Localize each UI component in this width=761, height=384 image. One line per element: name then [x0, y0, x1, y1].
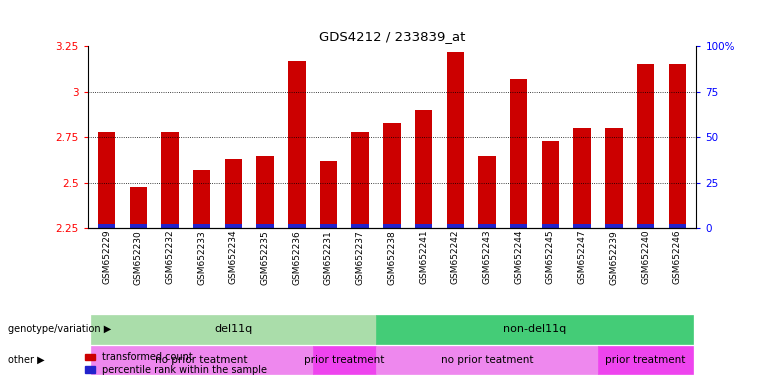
Bar	[510, 224, 527, 228]
Text: other ▶: other ▶	[8, 355, 44, 365]
Bar	[256, 224, 274, 228]
Bar	[637, 64, 654, 228]
Bar	[288, 61, 305, 228]
Bar	[542, 224, 559, 228]
Bar	[384, 224, 400, 228]
Bar	[98, 224, 115, 228]
Bar	[447, 224, 464, 228]
Legend: transformed count, percentile rank within the sample: transformed count, percentile rank withi…	[81, 348, 271, 379]
Bar	[161, 224, 179, 228]
Bar	[224, 159, 242, 228]
Bar	[224, 224, 242, 228]
Text: non-del11q: non-del11q	[503, 324, 566, 334]
Bar	[288, 224, 305, 228]
Bar	[129, 187, 147, 228]
Bar	[574, 224, 591, 228]
Text: no prior teatment: no prior teatment	[155, 355, 248, 365]
Bar	[415, 110, 432, 228]
Bar	[542, 141, 559, 228]
Bar	[605, 128, 622, 228]
Bar	[479, 224, 495, 228]
Title: GDS4212 / 233839_at: GDS4212 / 233839_at	[319, 30, 465, 43]
Bar	[415, 224, 432, 228]
Text: genotype/variation ▶: genotype/variation ▶	[8, 324, 111, 334]
Bar	[161, 132, 179, 228]
Bar	[256, 156, 274, 228]
Bar	[384, 123, 400, 228]
Bar	[637, 224, 654, 228]
Bar	[193, 170, 210, 228]
Text: del11q: del11q	[215, 324, 253, 334]
Bar	[352, 132, 369, 228]
Bar	[605, 224, 622, 228]
Bar	[320, 224, 337, 228]
Bar	[320, 161, 337, 228]
Bar	[479, 156, 495, 228]
Bar	[352, 224, 369, 228]
Bar	[98, 132, 115, 228]
Text: prior treatment: prior treatment	[304, 355, 384, 365]
Text: no prior teatment: no prior teatment	[441, 355, 533, 365]
Bar	[510, 79, 527, 228]
Bar	[669, 224, 686, 228]
Bar	[129, 224, 147, 228]
Bar	[574, 128, 591, 228]
Bar	[193, 224, 210, 228]
Text: prior treatment: prior treatment	[606, 355, 686, 365]
Bar	[447, 51, 464, 228]
Bar	[669, 64, 686, 228]
